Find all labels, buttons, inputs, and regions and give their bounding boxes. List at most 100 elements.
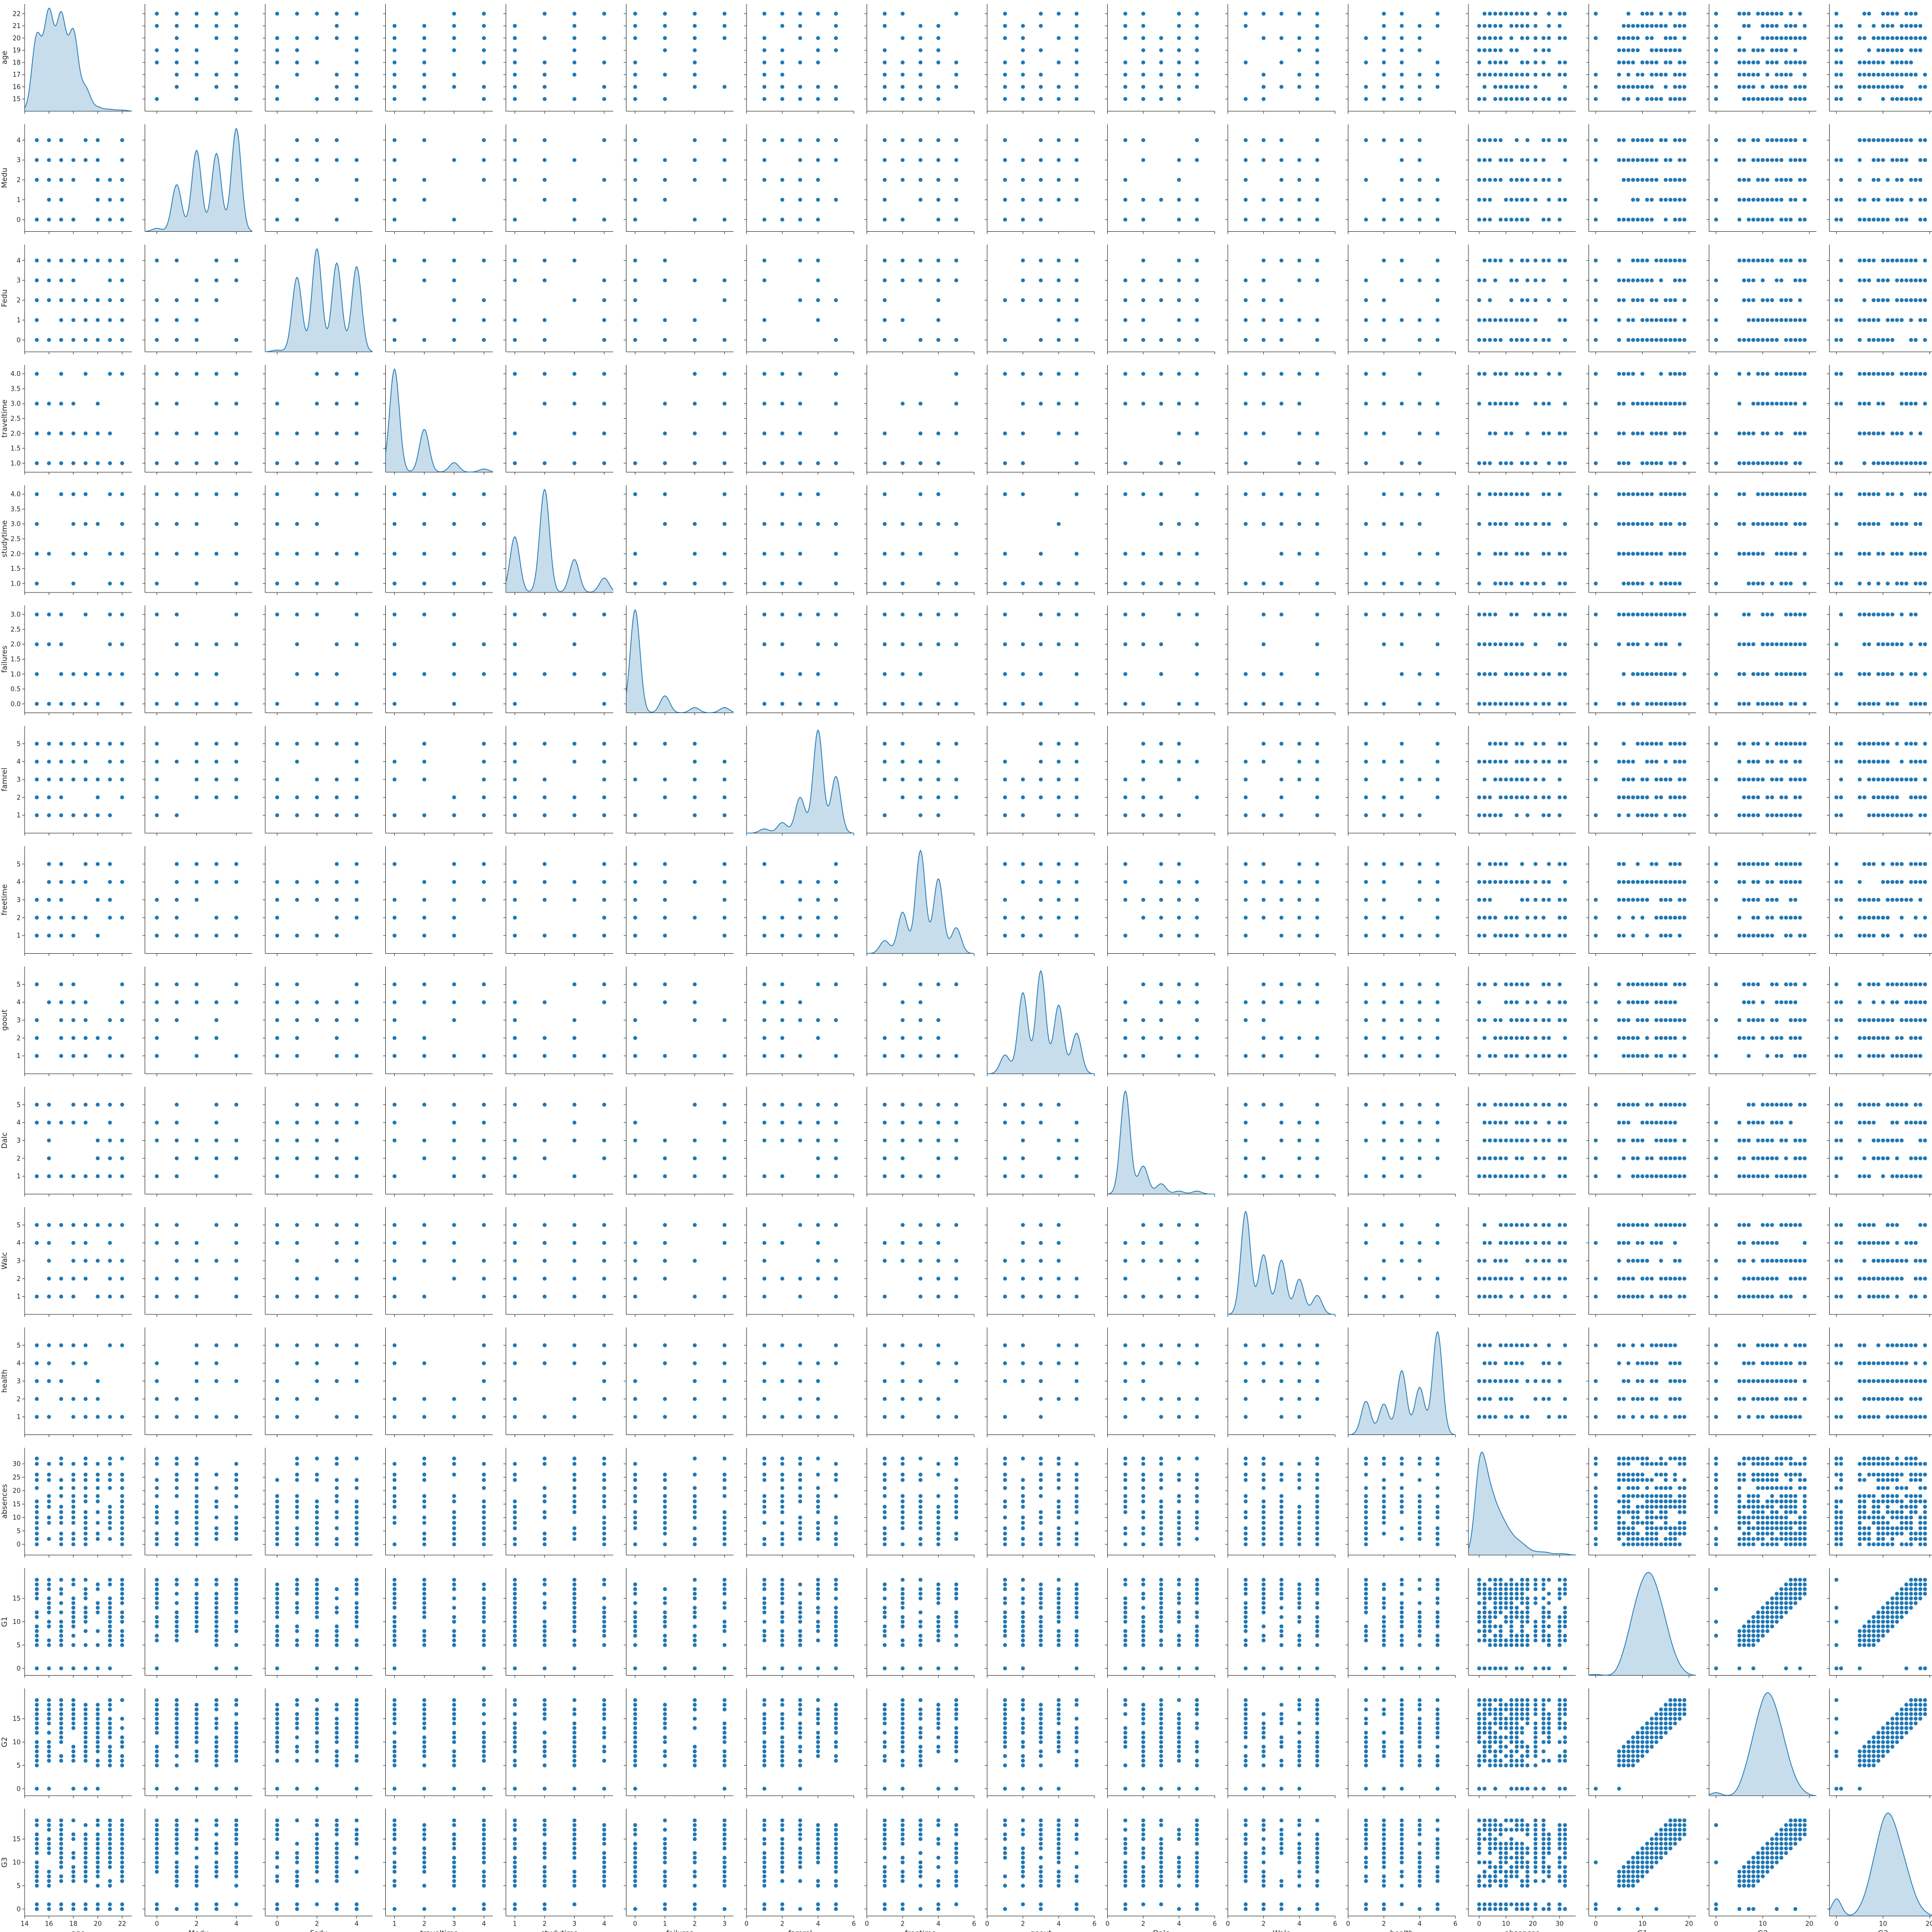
data-point: [46, 862, 52, 867]
data-point: [1617, 157, 1621, 162]
data-point: [1862, 741, 1867, 746]
data-point: [1279, 157, 1284, 162]
data-point: [1243, 813, 1248, 818]
data-point: [1514, 217, 1519, 222]
data-point: [1760, 258, 1765, 263]
data-point: [1913, 278, 1918, 283]
data-point: [155, 915, 159, 920]
data-point: [120, 197, 125, 202]
data-point: [83, 338, 88, 343]
data-point: [1640, 84, 1645, 90]
data-point: [422, 177, 427, 183]
data-point: [83, 372, 88, 376]
data-point: [834, 642, 839, 647]
data-point: [1541, 48, 1546, 53]
data-point: [722, 177, 727, 183]
data-point: [214, 72, 219, 77]
data-point: [1751, 258, 1756, 263]
data-point: [1654, 741, 1659, 746]
data-point: [1626, 48, 1631, 53]
data-point: [1746, 96, 1751, 101]
data-point: [1520, 23, 1525, 29]
data-point: [1514, 72, 1519, 77]
data-point: [1533, 197, 1538, 202]
data-point: [1673, 84, 1678, 90]
data-point: [1509, 177, 1514, 183]
data-point: [815, 612, 820, 617]
data-point: [1123, 813, 1128, 818]
panel-Fedu-vs-famrel: [744, 245, 854, 354]
data-point: [1645, 672, 1650, 677]
data-point: [815, 258, 820, 263]
data-point: [1677, 338, 1682, 343]
data-point: [1021, 461, 1026, 466]
data-point: [1923, 197, 1928, 202]
data-point: [1765, 60, 1770, 65]
data-point: [1482, 72, 1487, 77]
data-point: [1839, 741, 1843, 746]
data-point: [1514, 642, 1519, 647]
data-point: [1682, 298, 1687, 303]
data-point: [1770, 461, 1775, 466]
data-point: [294, 431, 300, 436]
data-point: [1562, 522, 1567, 527]
data-point: [1834, 401, 1839, 406]
y-axis-label: famrel: [0, 768, 9, 791]
data-point: [354, 72, 359, 77]
data-point: [1177, 522, 1182, 527]
data-point: [1593, 813, 1598, 818]
data-point: [1798, 612, 1803, 617]
data-point: [815, 217, 820, 222]
data-point: [1520, 84, 1525, 90]
data-point: [1802, 217, 1807, 222]
data-point: [392, 197, 397, 202]
data-point: [1876, 48, 1881, 53]
data-point: [354, 431, 359, 436]
data-point: [882, 258, 887, 263]
data-point: [722, 84, 727, 90]
data-point: [1663, 23, 1668, 29]
data-point: [1297, 157, 1302, 162]
data-point: [1908, 551, 1913, 556]
data-point: [1123, 72, 1128, 77]
data-point: [174, 60, 179, 65]
data-point: [1021, 96, 1026, 101]
data-point: [1654, 672, 1659, 677]
data-point: [1635, 795, 1640, 800]
data-point: [1279, 317, 1284, 323]
data-point: [954, 777, 959, 782]
data-point: [1871, 777, 1876, 782]
data-point: [1493, 612, 1498, 617]
data-point: [572, 401, 577, 406]
data-point: [1417, 177, 1422, 183]
data-point: [1682, 372, 1687, 376]
data-point: [882, 157, 887, 162]
data-point: [1770, 23, 1775, 29]
data-point: [602, 317, 607, 323]
data-point: [1742, 461, 1746, 466]
data-point: [936, 642, 941, 647]
data-point: [1913, 522, 1918, 527]
data-point: [780, 933, 785, 938]
data-point: [1123, 217, 1128, 222]
data-point: [1682, 96, 1687, 101]
data-point: [1177, 551, 1182, 556]
data-point: [1399, 522, 1404, 527]
data-point: [1482, 759, 1487, 764]
data-point: [1038, 581, 1043, 586]
data-point: [1546, 217, 1552, 222]
data-point: [71, 298, 76, 303]
y-axis-label: traveltime: [0, 400, 9, 437]
data-point: [1788, 197, 1793, 202]
data-point: [1399, 11, 1404, 16]
data-point: [900, 461, 905, 466]
data-point: [1867, 431, 1871, 436]
data-point: [900, 777, 905, 782]
data-point: [1381, 581, 1386, 586]
data-point: [900, 522, 905, 527]
data-point: [1158, 60, 1164, 65]
data-point: [1871, 522, 1876, 527]
data-point: [1793, 48, 1798, 53]
data-point: [1141, 278, 1146, 283]
data-point: [1793, 431, 1798, 436]
